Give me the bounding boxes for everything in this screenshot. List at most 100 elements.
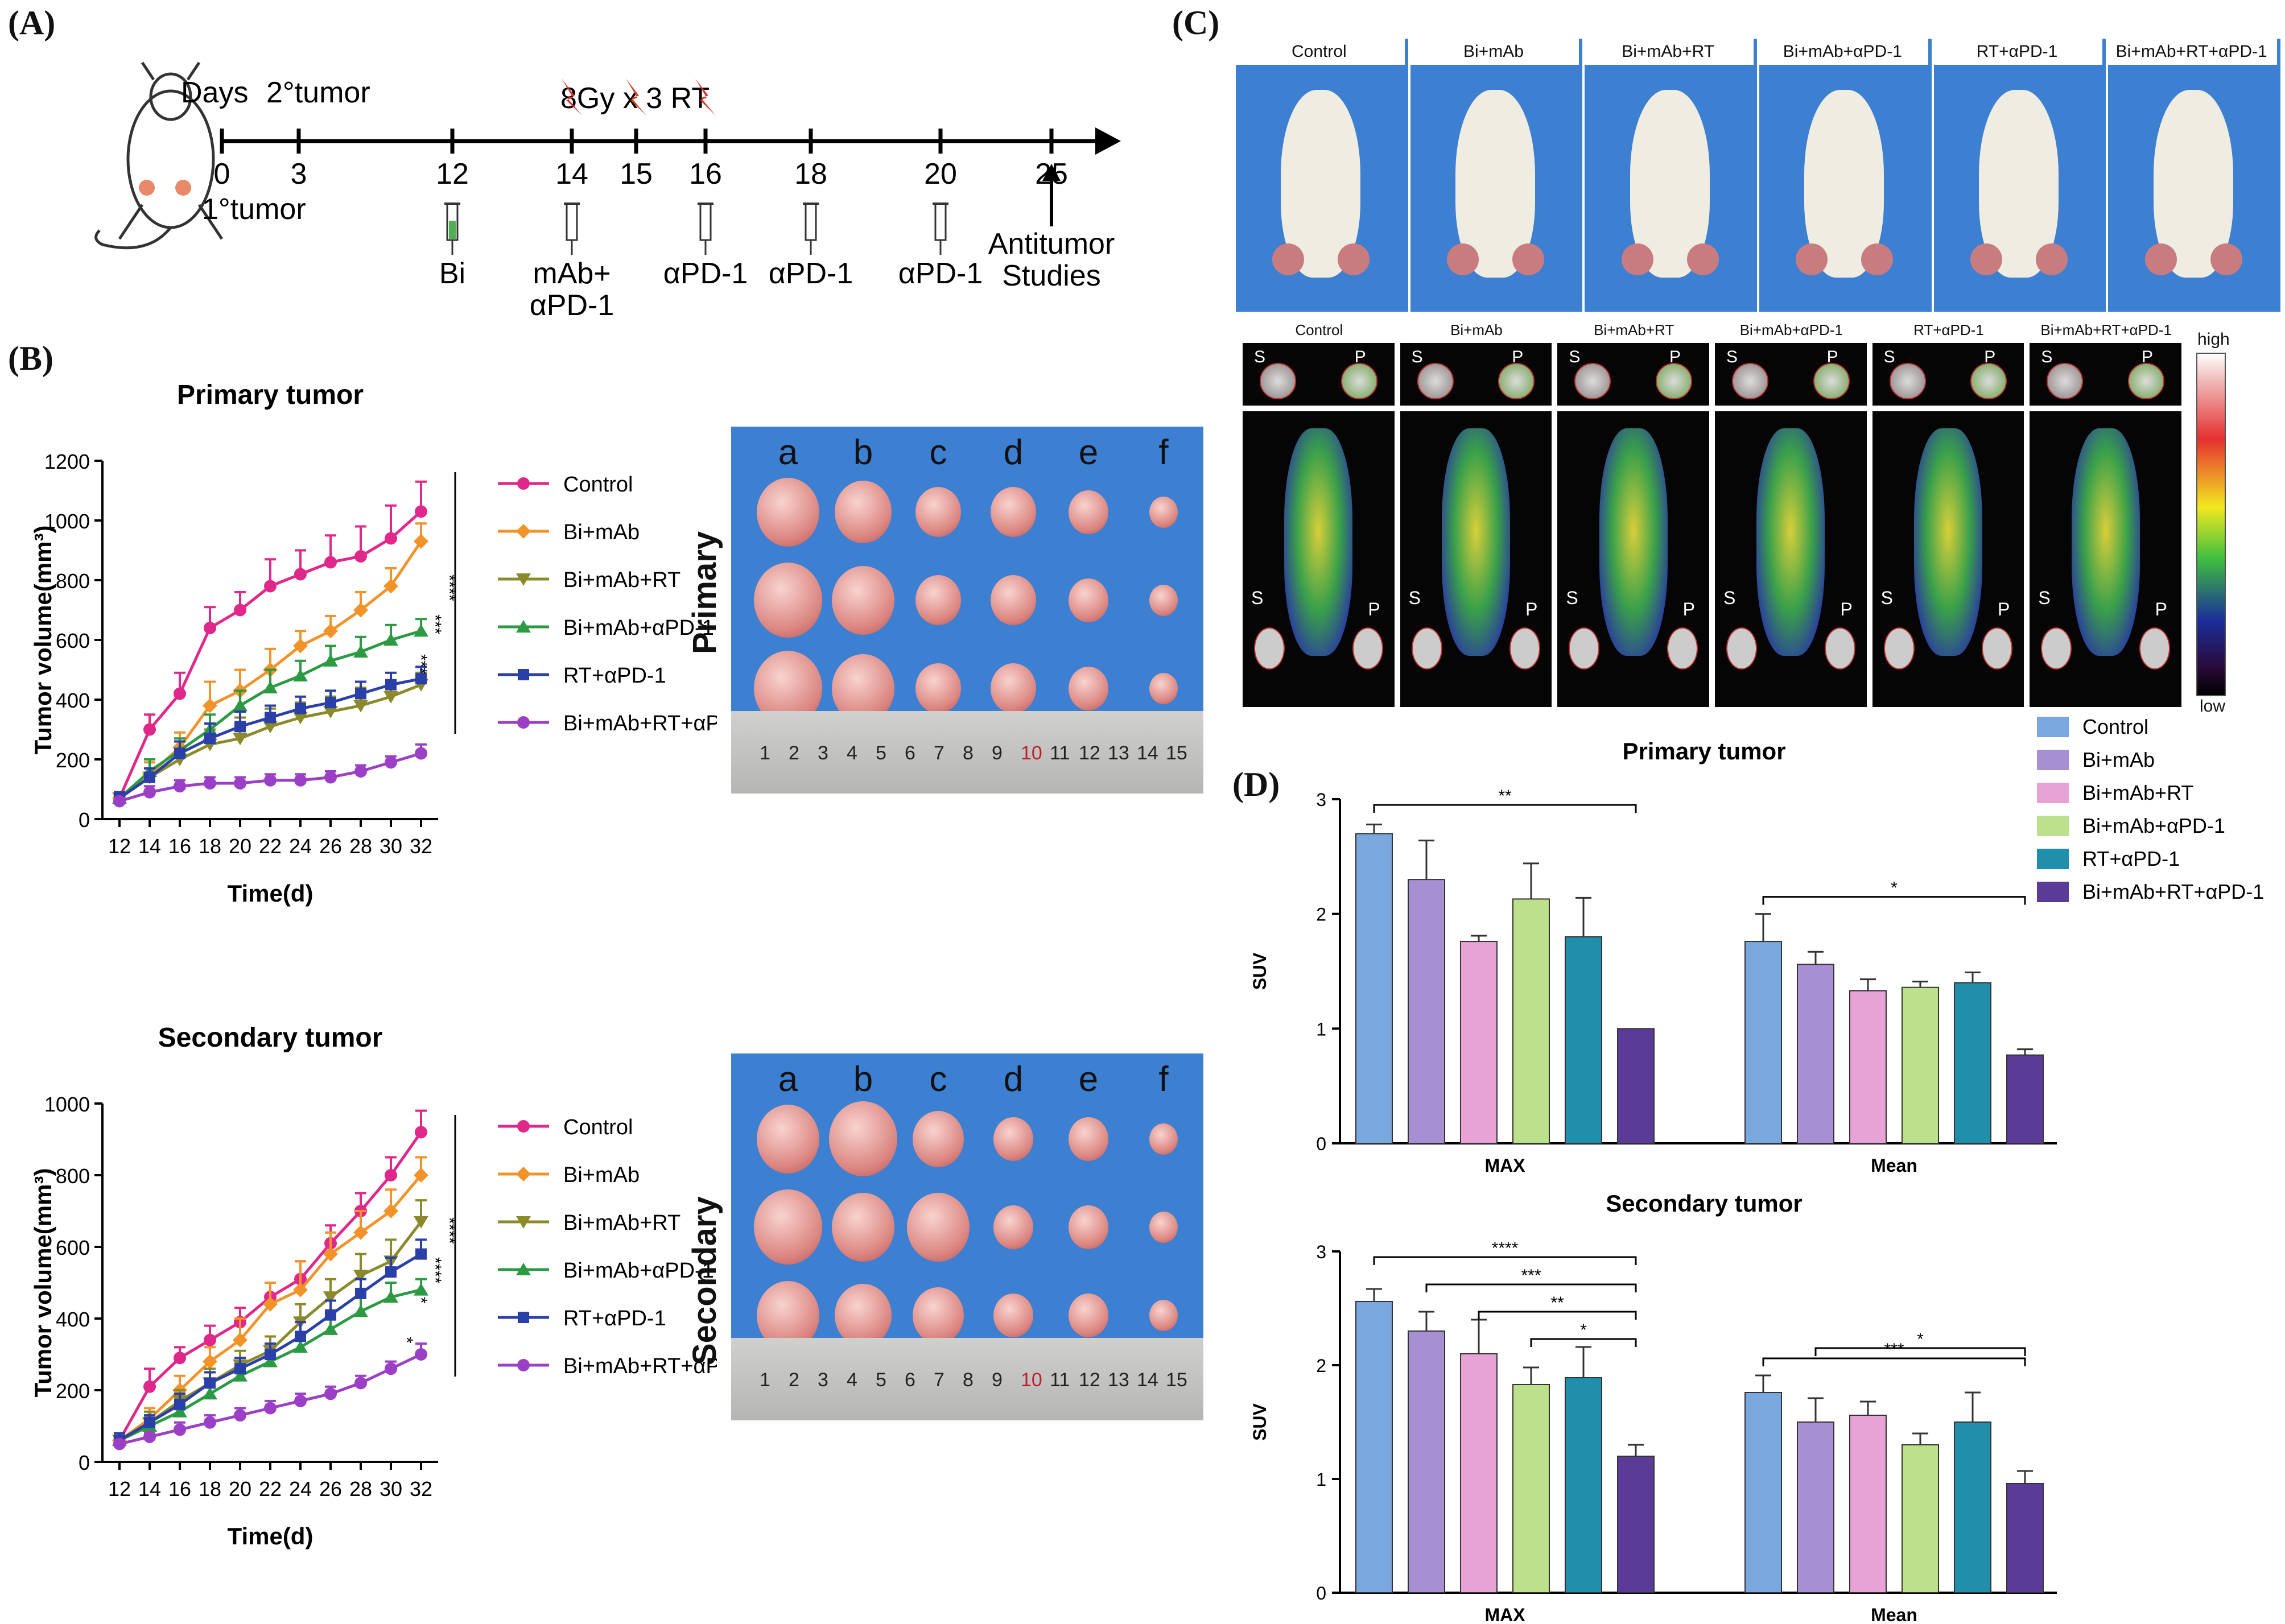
pet-body <box>1599 428 1668 656</box>
x-tick-label: 26 <box>319 1477 342 1501</box>
x-tick-label: 28 <box>349 834 372 858</box>
pet-tumor-roi <box>2127 363 2164 399</box>
category-label: MAX <box>1484 1605 1525 1624</box>
marker <box>113 1437 126 1451</box>
syringe-icon <box>699 203 712 241</box>
category-label: MAX <box>1484 1155 1525 1176</box>
timeline-tick-label: 20 <box>924 158 957 191</box>
y-tick-label: 1000 <box>44 1093 90 1116</box>
pet-p-label: P <box>1997 599 2010 619</box>
marker <box>414 1283 428 1296</box>
marker <box>234 604 246 617</box>
marker <box>385 1266 397 1278</box>
pet-image-grid: Control S P S P Bi+mAb S P S P Bi+mAb+RT S P S P Bi+mAb… <box>1240 321 2185 708</box>
ruler-number: 8 <box>963 742 974 764</box>
pet-tumor-roi <box>1667 627 1698 670</box>
y-tick-label: 600 <box>56 629 90 652</box>
ruler-number: 9 <box>992 1369 1003 1391</box>
marker <box>385 756 397 769</box>
significance-bracket <box>1478 1311 1637 1320</box>
ruler-number: 15 <box>1166 742 1187 764</box>
marker <box>203 698 217 713</box>
pet-tumor-roi <box>1824 627 1855 670</box>
mouse-group-label: Bi+mAb+αPD-1 <box>1757 39 1928 65</box>
marker <box>324 771 337 784</box>
bar <box>1355 833 1393 1144</box>
pet-body <box>1284 428 1353 656</box>
pet-s-label: S <box>2041 348 2053 366</box>
pet-p-label: P <box>1512 348 1524 366</box>
significance-label: *** <box>426 614 444 634</box>
tumor-sample <box>991 487 1036 537</box>
treatment-label: Bi <box>439 257 465 290</box>
tumor-sample <box>829 1101 897 1176</box>
tumor-spot <box>2210 243 2242 275</box>
marker <box>518 669 529 680</box>
significance-label: * <box>1917 1330 1924 1349</box>
pet-tumor-roi <box>1813 363 1850 399</box>
pet-s-label: S <box>1880 588 1893 608</box>
legend-label: RT+αPD-1 <box>563 1307 666 1330</box>
ruler-number: 6 <box>905 742 915 764</box>
tumor-sample <box>993 1205 1033 1249</box>
legend-label: Bi+mAb <box>563 520 640 544</box>
marker <box>204 1377 216 1389</box>
ruler-number: 5 <box>876 742 886 764</box>
marker <box>204 733 216 745</box>
marker <box>325 697 336 709</box>
significance-label: **** <box>1492 1239 1519 1258</box>
marker <box>294 1394 307 1407</box>
pet-body <box>1441 428 1510 656</box>
bar <box>1460 941 1498 1144</box>
x-tick-label: 32 <box>410 834 432 858</box>
tumor-sample <box>1149 1123 1178 1155</box>
y-axis-label: SUV <box>1249 1403 1270 1440</box>
treatment-label: Studies <box>1002 259 1100 292</box>
timeline-tick-label: 12 <box>436 158 469 191</box>
ruler-number: 3 <box>818 742 828 764</box>
x-tick-label: 14 <box>138 834 161 858</box>
marker <box>143 723 156 736</box>
marker <box>293 669 308 681</box>
pet-tumor-roi <box>1498 363 1535 399</box>
marker <box>415 1126 427 1139</box>
treatment-label: αPD-1 <box>769 257 853 290</box>
pet-body <box>1913 428 1982 656</box>
y-tick-label: 200 <box>56 749 90 772</box>
marker <box>174 1399 185 1411</box>
legend-label: Bi+mAb+RT <box>563 1211 680 1235</box>
ruler-number: 1 <box>760 742 770 764</box>
mouse-group-label: Bi+mAb+RT <box>1582 39 1754 65</box>
y-tick-label: 200 <box>56 1379 90 1403</box>
marker <box>174 747 185 759</box>
marker <box>415 747 427 760</box>
legend-swatch <box>2037 849 2069 869</box>
marker <box>516 573 531 586</box>
lightning-icon <box>562 78 582 115</box>
marker <box>143 786 156 799</box>
y-tick-label: 0 <box>1316 1583 1326 1604</box>
marker <box>295 703 306 714</box>
marker <box>323 1291 338 1304</box>
tumor-spot <box>1338 243 1370 275</box>
marker <box>233 1369 248 1382</box>
ruler-number: 6 <box>905 1369 915 1391</box>
marker <box>263 721 278 734</box>
ruler-number: 11 <box>1050 742 1070 764</box>
pet-tumor-roi <box>2139 627 2170 670</box>
pet-group-label: Bi+mAb+αPD-1 <box>1739 321 1843 338</box>
timeline-diagram: Days 2°tumor 1°tumor 8Gy x 3 RT 0 3 12 14 15… <box>94 61 1121 319</box>
marker <box>516 1263 531 1275</box>
ruler-number: 14 <box>1137 742 1158 764</box>
pet-group-label: RT+αPD-1 <box>1913 321 1984 338</box>
treatment-label: αPD-1 <box>663 257 748 290</box>
tumor-sample <box>1149 1211 1178 1243</box>
tumor-sample <box>754 1189 822 1265</box>
photo-column-label: f <box>1158 1060 1169 1099</box>
x-tick-label: 24 <box>289 834 312 858</box>
ruler-number: 10 <box>1021 742 1042 764</box>
marker <box>323 1322 338 1335</box>
marker <box>174 687 186 700</box>
